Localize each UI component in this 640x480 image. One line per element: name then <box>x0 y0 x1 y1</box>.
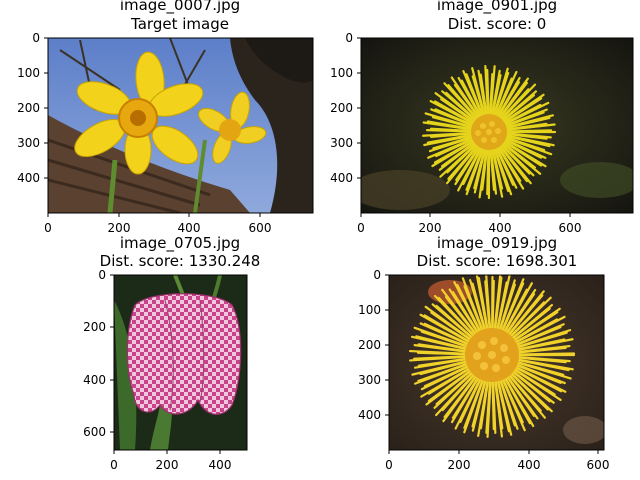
y-tick-label: 300 <box>17 136 40 150</box>
x-tick-label: 400 <box>209 458 232 472</box>
x-tick-label: 200 <box>419 221 442 235</box>
y-tick-label: 400 <box>358 408 381 422</box>
y-tick-label: 200 <box>330 101 353 115</box>
subplot-1-x-ticks: 0 200 400 600 <box>44 213 271 235</box>
coltsfoot-image-1 <box>361 38 633 213</box>
subplot-4-y-ticks: 0 100 200 300 400 <box>358 268 389 422</box>
x-tick-label: 400 <box>489 221 512 235</box>
subplot-4-x-ticks: 0 200 400 600 <box>385 450 609 472</box>
x-tick-label: 400 <box>518 458 541 472</box>
fritillary-image <box>114 275 247 450</box>
subplot-2: image_0901.jpg Dist. score: 0 0 200 400 … <box>330 0 634 235</box>
y-tick-label: 0 <box>32 31 40 45</box>
y-tick-label: 200 <box>83 320 106 334</box>
subplot-4-subtitle: Dist. score: 1698.301 <box>417 252 578 270</box>
subplot-3-subtitle: Dist. score: 1330.248 <box>100 252 261 270</box>
x-tick-label: 600 <box>587 458 610 472</box>
x-tick-label: 0 <box>357 221 365 235</box>
subplot-1: image_0007.jpg Target image <box>17 0 314 235</box>
x-tick-label: 600 <box>249 221 272 235</box>
x-tick-label: 600 <box>559 221 582 235</box>
y-tick-label: 400 <box>83 373 106 387</box>
y-tick-label: 400 <box>330 171 353 185</box>
subplot-1-y-ticks: 0 100 200 300 400 <box>17 31 48 185</box>
coltsfoot-image-2 <box>389 275 604 450</box>
y-tick-label: 200 <box>358 338 381 352</box>
x-tick-label: 0 <box>44 221 52 235</box>
subplot-4: image_0919.jpg Dist. score: 1698.301 0 2… <box>358 234 609 472</box>
y-tick-label: 0 <box>373 268 381 282</box>
subplot-4-filename: image_0919.jpg <box>437 234 557 253</box>
y-tick-label: 100 <box>358 303 381 317</box>
x-tick-label: 0 <box>110 458 118 472</box>
subplot-2-filename: image_0901.jpg <box>437 0 557 15</box>
x-tick-label: 400 <box>178 221 201 235</box>
y-tick-label: 100 <box>330 66 353 80</box>
subplot-1-filename: image_0007.jpg <box>120 0 240 15</box>
y-tick-label: 0 <box>345 31 353 45</box>
y-tick-label: 300 <box>330 136 353 150</box>
subplot-1-subtitle: Target image <box>130 15 229 33</box>
subplot-2-subtitle: Dist. score: 0 <box>448 15 547 33</box>
y-tick-label: 400 <box>17 171 40 185</box>
subplot-2-x-ticks: 0 200 400 600 <box>357 213 581 235</box>
subplot-3-y-ticks: 0 200 400 600 <box>83 268 114 439</box>
x-tick-label: 0 <box>385 458 393 472</box>
subplot-3-x-ticks: 0 200 400 <box>110 450 231 472</box>
x-tick-label: 200 <box>156 458 179 472</box>
subplot-2-y-ticks: 0 100 200 300 400 <box>330 31 361 185</box>
y-tick-label: 300 <box>358 373 381 387</box>
subplot-3: image_0705.jpg Dist. score: 1330.248 0 2… <box>83 234 260 472</box>
y-tick-label: 200 <box>17 101 40 115</box>
subplot-3-filename: image_0705.jpg <box>120 234 240 253</box>
x-tick-label: 200 <box>108 221 131 235</box>
daffodil-image <box>48 38 313 213</box>
x-tick-label: 200 <box>448 458 471 472</box>
y-tick-label: 0 <box>98 268 106 282</box>
y-tick-label: 100 <box>17 66 40 80</box>
y-tick-label: 600 <box>83 425 106 439</box>
